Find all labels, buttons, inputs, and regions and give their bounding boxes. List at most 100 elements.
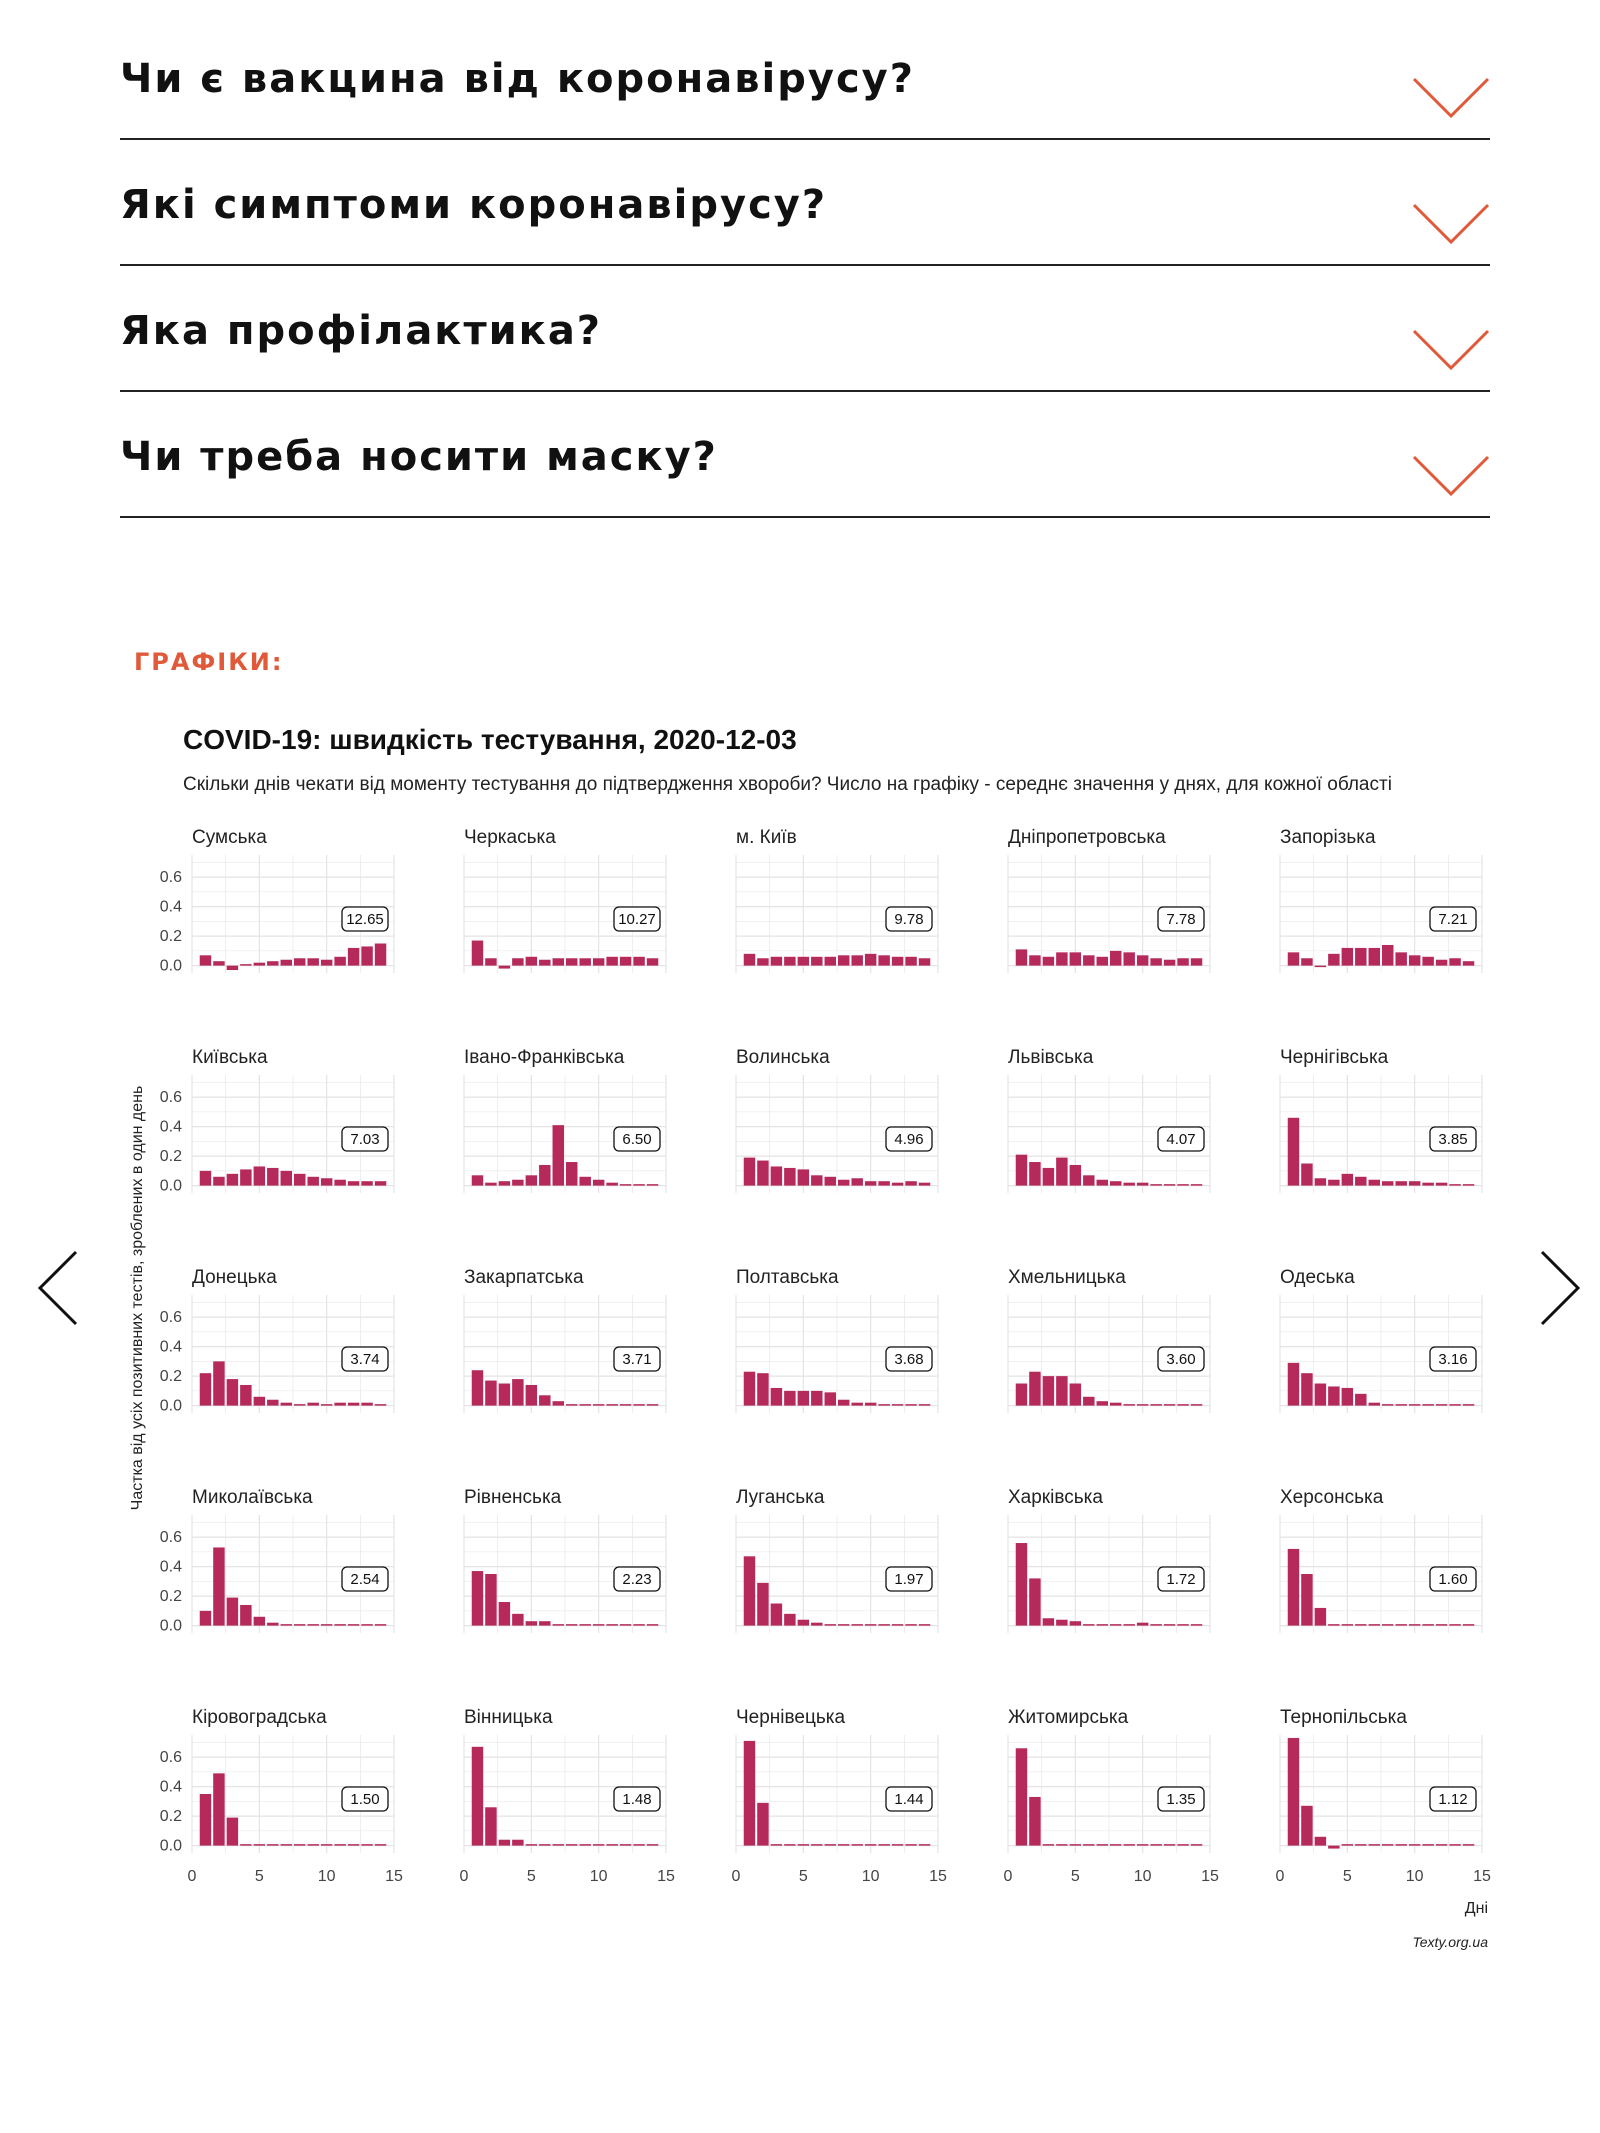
faq-item-vaccine[interactable]: Чи є вакцина від коронавірусу? [120,14,1490,140]
bar [1382,1844,1394,1846]
bar [307,1844,319,1846]
bar [1355,1844,1367,1846]
bar [1395,1404,1407,1406]
chevron-left-icon[interactable] [36,1250,80,1326]
panel: м. Київ 9.78 [735,827,939,973]
panel-title: Херсонська [1280,1487,1384,1508]
bar [280,1844,292,1846]
bar [267,1622,279,1626]
mean-label: 2.23 [622,1571,651,1588]
bar [1015,949,1028,966]
bar [199,1610,212,1626]
bar [1150,1844,1162,1846]
bar [1287,1548,1300,1626]
panel: Закарпатська 3.71 [463,1267,667,1413]
mean-label-box [341,1126,389,1152]
bar [1042,1376,1055,1406]
mean-label-box [341,1346,389,1372]
panel: Івано-Франківська 6.50 [463,1047,667,1193]
chevron-right-icon[interactable] [1538,1250,1582,1326]
bar [1382,1624,1394,1626]
x-tick-label: 15 [1201,1868,1219,1885]
bar [1355,947,1367,966]
faq-item-symptoms[interactable]: Які симптоми коронавірусу? [120,140,1490,266]
mean-label: 6.50 [622,1131,651,1148]
bar [1382,1181,1394,1186]
chevron-down-icon[interactable] [1412,76,1490,120]
bar [1395,1181,1407,1186]
bar [1083,1844,1095,1846]
chevron-down-icon[interactable] [1412,328,1490,372]
bar [1083,1175,1095,1186]
bar [878,1844,890,1846]
bar [334,1844,346,1846]
bar [1462,1404,1475,1406]
bar [606,1404,618,1406]
mean-label-box [613,1786,661,1812]
panel: Чернігівська 3.85 [1279,1047,1483,1193]
bar [1150,958,1162,966]
bar [1042,956,1055,966]
mean-label-box [341,1566,389,1592]
bar [784,1613,796,1626]
bar [811,1622,823,1626]
bar [1096,956,1108,966]
mean-label: 1.35 [1166,1791,1195,1808]
y-tick-label: 0.4 [160,1779,182,1796]
bar [374,1844,387,1846]
bar [320,1404,333,1406]
panel-title: Хмельницька [1008,1267,1126,1288]
bar [784,1844,796,1846]
bar [294,1404,306,1406]
bar [1341,1624,1354,1626]
bar [307,1624,319,1626]
bar [619,1404,632,1406]
bar [347,947,360,966]
bar [566,1844,578,1846]
y-tick-label: 0.0 [160,958,182,975]
bar [646,958,659,966]
bar [633,1404,645,1406]
bar [1069,1844,1082,1846]
bar [374,1181,387,1186]
bar [824,1624,836,1626]
chevron-down-icon[interactable] [1412,202,1490,246]
faq-item-prevention[interactable]: Яка профілактика? [120,266,1490,392]
bar [1408,1844,1421,1846]
bar [213,1176,225,1186]
bar [294,1624,306,1626]
bar [891,1844,904,1846]
bar [1150,1404,1162,1406]
mean-label: 7.21 [1438,911,1467,928]
x-axis-label: Дні [1465,1900,1488,1917]
panel: Полтавська 3.68 [735,1267,939,1413]
bar [347,1181,360,1186]
mean-label: 1.50 [350,1791,379,1808]
bar [1123,1844,1135,1846]
mean-label-box [613,906,661,932]
bar [1422,956,1434,966]
panel: Вінницька 0 5 10 15 1.48 [460,1707,675,1885]
bar [606,956,618,966]
mean-label-box [885,1786,933,1812]
mean-label: 3.71 [622,1351,651,1368]
mean-label: 3.68 [894,1351,923,1368]
bar [1029,1162,1041,1186]
faq-item-mask[interactable]: Чи треба носити маску? [120,392,1490,518]
bar [1422,1182,1434,1186]
panel-title: Чернігівська [1280,1047,1389,1068]
bar [253,1396,266,1406]
bar [1449,1184,1461,1186]
bar [240,1844,252,1846]
bar [811,1390,823,1406]
bar [1015,1383,1028,1406]
chevron-down-icon[interactable] [1412,454,1490,498]
bar [566,958,578,966]
bar [770,956,783,966]
panel: Житомирська 0 5 10 15 1.35 [1004,1707,1219,1885]
bar [1462,1844,1475,1846]
mean-label: 3.74 [350,1351,379,1368]
bar [757,1373,769,1406]
bar [552,1401,564,1406]
mean-label-box [613,1126,661,1152]
